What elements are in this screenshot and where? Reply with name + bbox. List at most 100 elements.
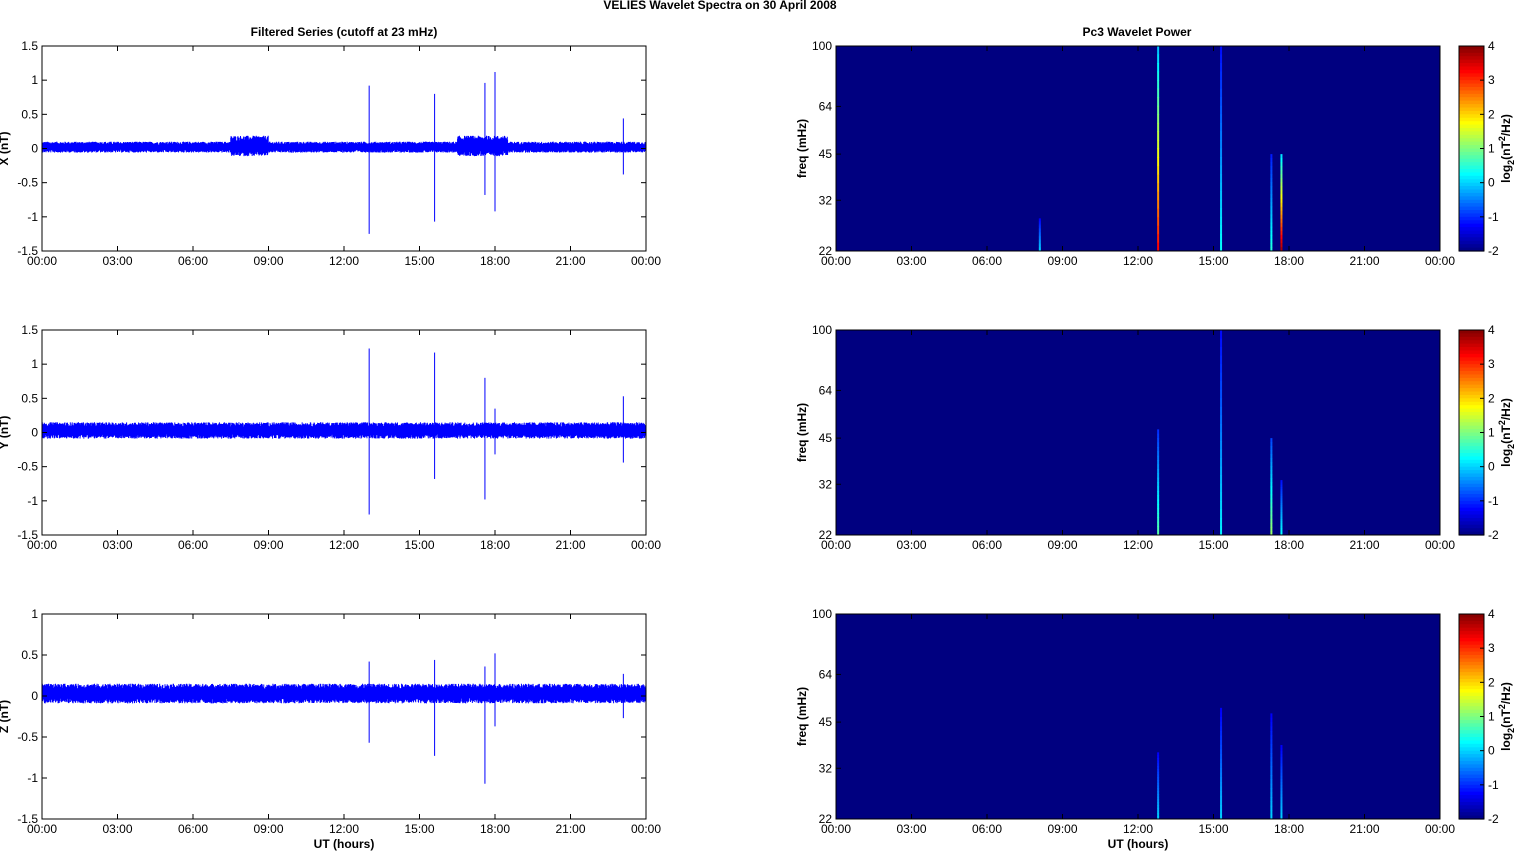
ytick-label: -1 xyxy=(27,771,38,785)
line-xtick-label: 12:00 xyxy=(329,822,359,836)
colorbar-cell xyxy=(1459,514,1484,519)
heatmap-event-cell xyxy=(1220,735,1223,741)
heatmap-event-cell xyxy=(1270,186,1273,191)
heatmap-event-cell xyxy=(1038,230,1041,233)
heatmap-event-cell xyxy=(1157,752,1160,756)
colorbar-cell xyxy=(1459,340,1484,345)
colorbar-tick-label: -1 xyxy=(1488,494,1499,508)
heatmap-event-cell xyxy=(1280,791,1283,795)
heatmap-event-cell xyxy=(1220,63,1223,73)
line-xtick-label: 21:00 xyxy=(555,822,585,836)
colorbar-cell xyxy=(1459,360,1484,365)
heat-xtick-label: 00:00 xyxy=(1425,822,1455,836)
heatmap-background xyxy=(836,614,1440,819)
colorbar-cell xyxy=(1459,199,1484,204)
ytick-label: 0 xyxy=(31,689,38,703)
heatmap-event-cell xyxy=(1157,482,1160,488)
colorbar-cell xyxy=(1459,528,1484,533)
heatmap-event-cell xyxy=(1270,774,1273,780)
heatmap-event-cell xyxy=(1220,372,1223,382)
heatmap-event-cell xyxy=(1157,105,1160,115)
heatmap-event-cell xyxy=(1280,222,1283,228)
heatmap-event-cell xyxy=(1157,763,1160,767)
heatmap-event-cell xyxy=(1157,755,1160,759)
colorbar-cell xyxy=(1459,476,1484,481)
heatmap-event-cell xyxy=(1270,722,1273,728)
colorbar-cell xyxy=(1459,699,1484,704)
ylabel: X (nT) xyxy=(0,132,11,166)
heatmap-event-cell xyxy=(1270,462,1273,467)
heatmap-event-cell xyxy=(1280,194,1283,200)
heatmap-event-cell xyxy=(1220,432,1223,442)
heatmap-event-cell xyxy=(1270,194,1273,200)
heatmap-event-cell xyxy=(1220,182,1223,192)
heatmap-event-cell xyxy=(1157,771,1160,776)
heatmap-event-cell xyxy=(1220,795,1223,801)
heatmap-event-cell xyxy=(1157,780,1160,784)
heatmap-event-cell xyxy=(1157,442,1160,448)
ytick-label: 45 xyxy=(819,431,833,445)
heatmap-event-cell xyxy=(1220,786,1223,792)
heatmap-event-cell xyxy=(1270,770,1273,776)
colorbar-cell xyxy=(1459,456,1484,461)
heatmap-event-cell xyxy=(1157,766,1160,770)
line-xtick-label: 03:00 xyxy=(102,254,132,268)
heatmap-event-cell xyxy=(1270,474,1273,479)
colorbar-cell xyxy=(1459,644,1484,649)
heatmap-event-cell xyxy=(1270,761,1273,767)
line-xtick-label: 18:00 xyxy=(480,822,510,836)
heatmap-event-cell xyxy=(1280,162,1283,167)
heatmap-event-cell xyxy=(1270,486,1273,492)
heat-xtick-label: 18:00 xyxy=(1274,254,1304,268)
colorbar-tick-label: 3 xyxy=(1488,357,1495,371)
colorbar-cell xyxy=(1459,394,1484,399)
line-xtick-label: 18:00 xyxy=(480,254,510,268)
heatmap-event-cell xyxy=(1220,754,1223,760)
colorbar-cell xyxy=(1459,347,1484,352)
heatmap-event-cell xyxy=(1038,221,1041,223)
colorbar-cell xyxy=(1459,401,1484,406)
colorbar-cell xyxy=(1459,353,1484,358)
heatmap-event-cell xyxy=(1280,794,1283,798)
heatmap-event-cell xyxy=(1220,191,1223,201)
heatmap-event-cell xyxy=(1270,442,1273,447)
heatmap-event-cell xyxy=(1270,214,1273,220)
colorbar-cell xyxy=(1459,169,1484,174)
heatmap-event-cell xyxy=(1220,809,1223,815)
colorbar-cell xyxy=(1459,76,1484,81)
line-xtick-label: 09:00 xyxy=(253,538,283,552)
colorbar-cell xyxy=(1459,357,1484,362)
heatmap-event-cell xyxy=(1280,214,1283,220)
colorbar-cell xyxy=(1459,504,1484,509)
heatmap-event-cell xyxy=(1280,512,1283,515)
heatmap-event-cell xyxy=(1220,500,1223,510)
ytick-label: 0.5 xyxy=(21,648,38,662)
ytick-label: 32 xyxy=(819,761,833,775)
heatmap-event-cell xyxy=(1038,227,1041,230)
heat-xtick-label: 03:00 xyxy=(896,538,926,552)
heatmap-event-cell xyxy=(1270,779,1273,785)
heatmap-event-cell xyxy=(1280,532,1283,536)
colorbar-cell xyxy=(1459,408,1484,413)
ytick-label: 22 xyxy=(819,528,833,542)
colorbar-tick-label: -2 xyxy=(1488,812,1499,826)
colorbar-cell xyxy=(1459,733,1484,738)
heatmap-event-cell xyxy=(1038,246,1041,249)
colorbar-cell xyxy=(1459,439,1484,444)
colorbar-cell xyxy=(1459,216,1484,221)
heatmap-event-cell xyxy=(1157,451,1160,457)
colorbar-tick-label: -1 xyxy=(1488,778,1499,792)
filtered-series-z-panel: 10.50-0.5-1-1.500:00 03:00 06:00 09:00 12:00… xyxy=(0,607,661,851)
colorbar-cell xyxy=(1459,784,1484,789)
heatmap-event-cell xyxy=(1270,230,1273,236)
heatmap-event-cell xyxy=(1220,208,1223,218)
colorbar-label: log2(nT2/Hz) xyxy=(1497,398,1516,467)
heatmap-event-cell xyxy=(1270,438,1273,443)
ytick-label: 1.5 xyxy=(21,39,38,53)
colorbar-cell xyxy=(1459,128,1484,133)
ytick-label: 100 xyxy=(812,607,832,621)
colorbar-cell xyxy=(1459,466,1484,471)
colorbar-cell xyxy=(1459,767,1484,772)
colorbar-cell xyxy=(1459,648,1484,653)
